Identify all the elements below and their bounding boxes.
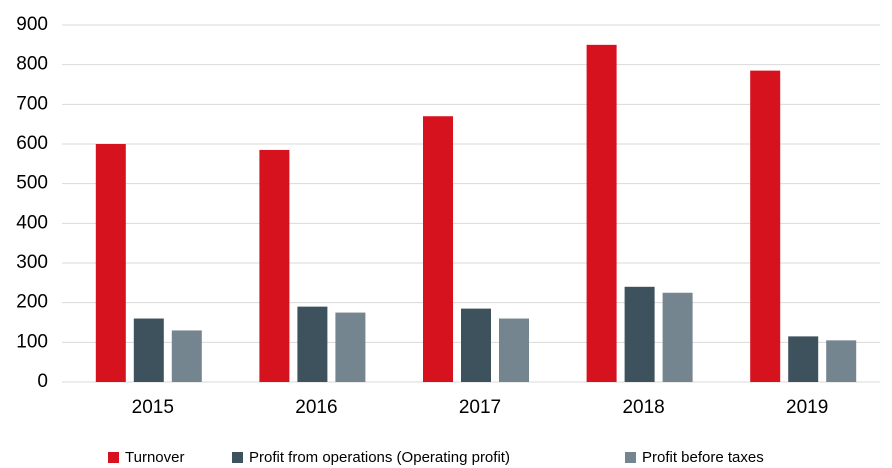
y-tick-label: 500 bbox=[16, 173, 48, 194]
x-tick-label: 2017 bbox=[459, 397, 501, 418]
y-tick-label: 100 bbox=[16, 331, 48, 352]
y-tick-label: 200 bbox=[16, 292, 48, 313]
x-tick-label: 2016 bbox=[295, 397, 337, 418]
bar bbox=[171, 330, 202, 382]
y-tick-label: 700 bbox=[16, 93, 48, 114]
bar bbox=[335, 312, 366, 382]
y-tick-label: 300 bbox=[16, 252, 48, 273]
legend-swatch bbox=[625, 452, 636, 463]
y-tick-label: 400 bbox=[16, 212, 48, 233]
y-tick-label: 800 bbox=[16, 54, 48, 75]
bar bbox=[499, 318, 529, 382]
bar bbox=[750, 70, 781, 382]
y-tick-label: 0 bbox=[37, 371, 48, 392]
bar bbox=[461, 308, 491, 382]
x-tick-label: 2018 bbox=[622, 397, 664, 418]
bar bbox=[95, 144, 126, 382]
y-tick-label: 900 bbox=[16, 14, 48, 35]
x-tick-label: 2015 bbox=[132, 397, 174, 418]
bar bbox=[826, 340, 857, 382]
bar bbox=[423, 116, 453, 382]
bar bbox=[788, 336, 819, 382]
bar bbox=[586, 44, 617, 382]
legend-swatch bbox=[232, 452, 243, 463]
bar bbox=[297, 306, 328, 382]
legend-label: Profit before taxes bbox=[642, 449, 764, 466]
legend-label: Turnover bbox=[125, 449, 184, 466]
bar bbox=[133, 318, 164, 382]
bar bbox=[259, 149, 290, 382]
bar bbox=[624, 286, 655, 382]
legend-label: Profit from operations (Operating profit… bbox=[249, 449, 510, 466]
y-tick-label: 600 bbox=[16, 133, 48, 154]
x-tick-label: 2019 bbox=[786, 397, 828, 418]
bar bbox=[662, 292, 693, 382]
legend-swatch bbox=[108, 452, 119, 463]
